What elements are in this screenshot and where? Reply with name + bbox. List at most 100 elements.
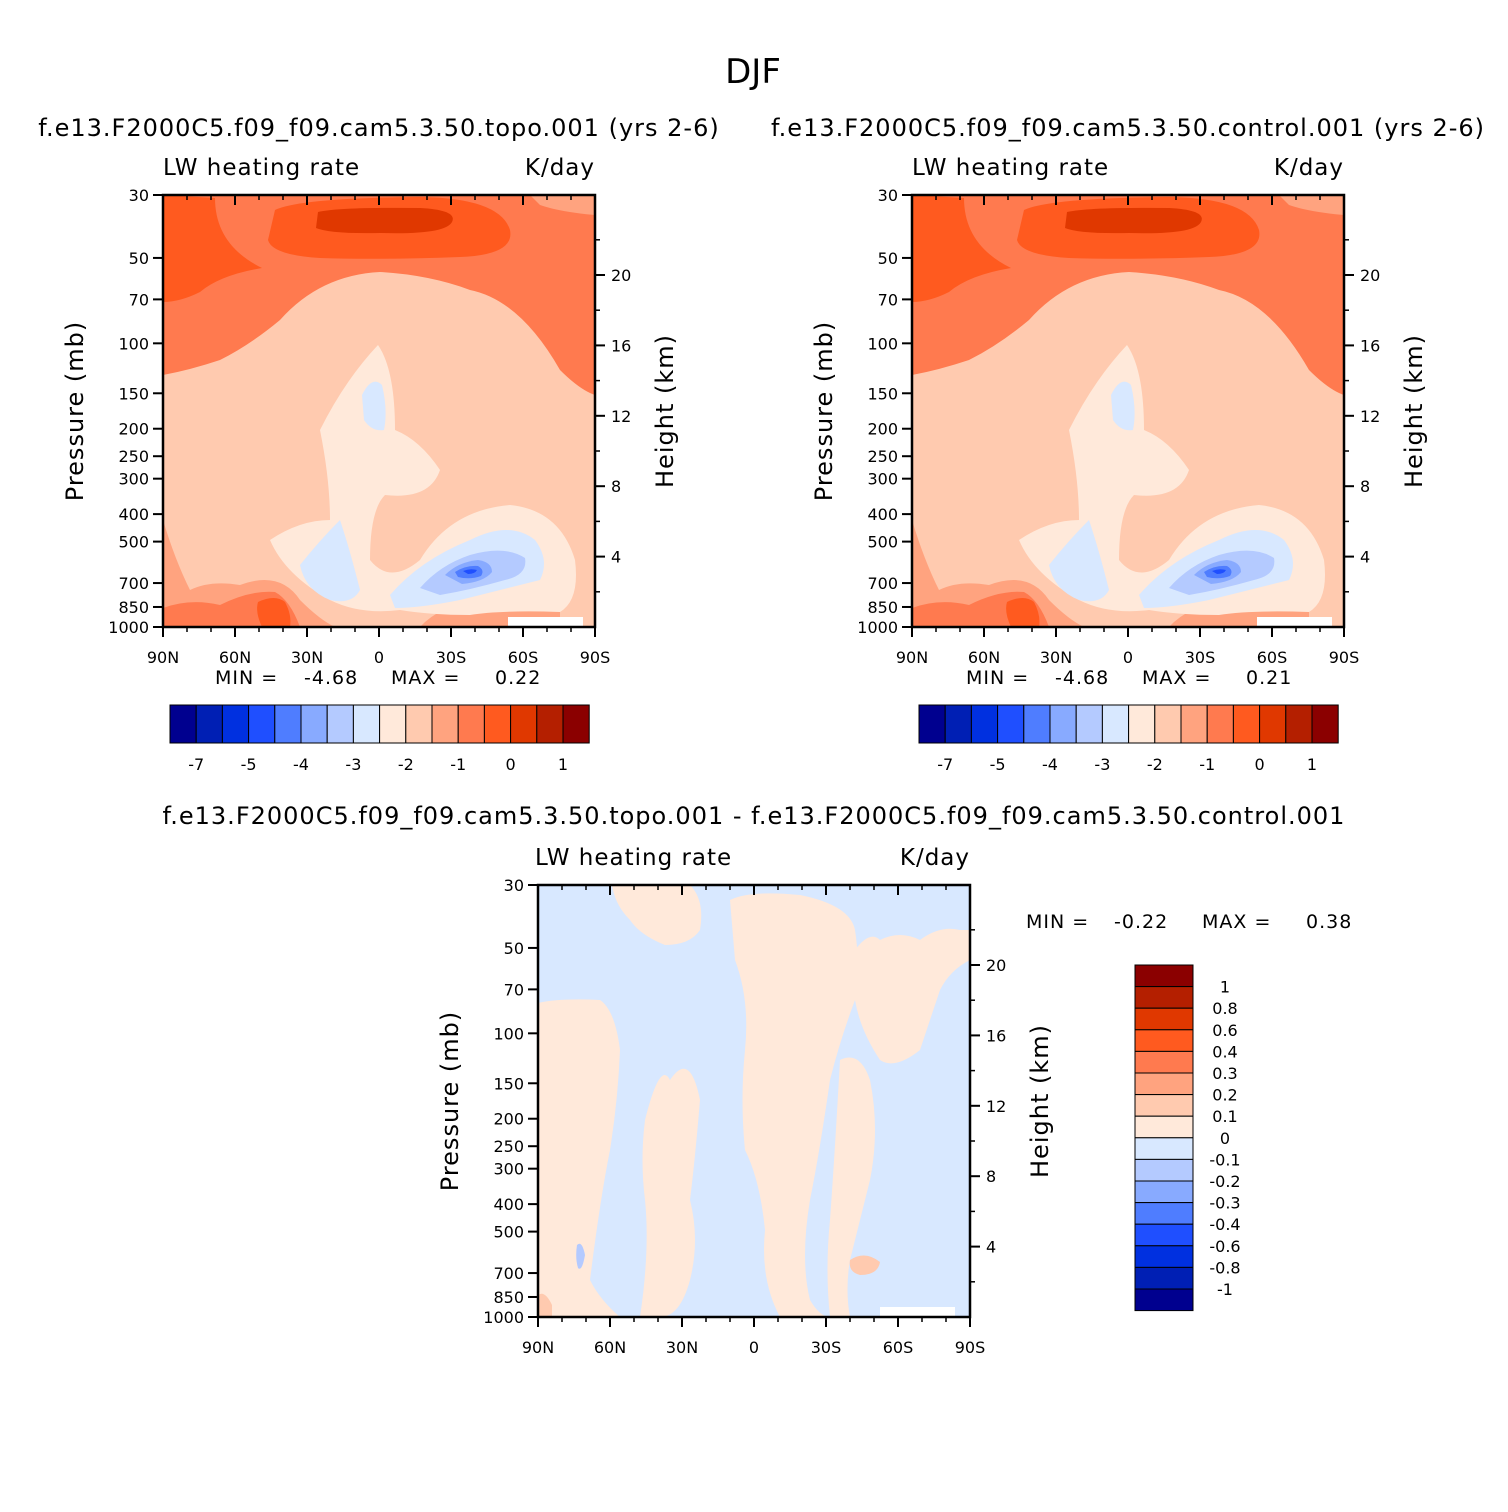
colorbar-label: -0.4	[1209, 1215, 1240, 1234]
x-tick-label: 30N	[666, 1338, 698, 1357]
x-tick-label: 90N	[522, 1338, 554, 1357]
right-string: K/day	[525, 155, 595, 181]
colorbar-label: -0.1	[1209, 1150, 1240, 1169]
colorbar-swatch	[1134, 1202, 1194, 1225]
contour-fill-weak-blue-upper	[362, 381, 386, 431]
y-tick-label: 250	[118, 447, 149, 466]
y-tick-label: 400	[867, 505, 898, 524]
stat-min-label: MIN =	[215, 667, 278, 689]
colorbar-label: -0.2	[1209, 1172, 1240, 1191]
contour-fill-positive-lower-left	[538, 1293, 552, 1317]
colorbar-swatch	[326, 704, 354, 744]
colorbar-swatch	[1134, 1180, 1194, 1204]
colorbar-label: -1	[1199, 755, 1215, 774]
colorbar-swatch	[379, 704, 407, 744]
contour-fill-jet-core	[316, 207, 453, 234]
colorbar-label: -0.8	[1209, 1258, 1240, 1277]
x-tick-label: 90S	[580, 648, 611, 667]
y-tick-label: 50	[878, 249, 898, 268]
colorbar-label: 0.1	[1212, 1107, 1237, 1126]
missing-data-patch	[508, 617, 583, 627]
y-axis-label: Pressure (mb)	[61, 321, 89, 501]
y2-tick-label: 4	[986, 1238, 996, 1257]
colorbar-swatch	[1134, 1158, 1194, 1182]
y-tick-label: 500	[493, 1223, 524, 1242]
y-tick-label: 700	[493, 1264, 524, 1283]
x-tick-label: 60N	[594, 1338, 626, 1357]
y-tick-label: 850	[493, 1288, 524, 1307]
x-tick-label: 30N	[1040, 648, 1072, 667]
colorbar-swatch	[352, 704, 381, 744]
right-string: K/day	[900, 845, 970, 871]
panel-title: f.e13.F2000C5.f09_f09.cam5.3.50.control.…	[771, 114, 1485, 142]
y-tick-label: 50	[129, 249, 149, 268]
contour-fill-weak-blue-left	[300, 520, 360, 602]
colorbar-swatch	[1134, 1266, 1194, 1290]
y-tick-label: 850	[867, 598, 898, 617]
contour-fill-weak-blue-upper	[1111, 381, 1135, 431]
colorbar-label: -2	[398, 755, 414, 774]
stat-max-label: MAX =	[1142, 667, 1211, 689]
colorbar-label: 0	[1255, 755, 1265, 774]
stat-min-value: -4.68	[304, 667, 358, 689]
stat-min-value: -0.22	[1114, 911, 1168, 933]
x-axis: 90N 60N 30N 0 30S 60S 90S	[522, 885, 985, 1357]
colorbar-swatch	[1134, 964, 1194, 988]
contour-fill-sfc-nh-core	[257, 598, 291, 627]
contour-fill-blue-core-3	[1212, 569, 1226, 574]
colorbar-swatch	[169, 704, 197, 744]
colorbar-label: 1	[558, 755, 568, 774]
y-tick-label: 150	[118, 384, 149, 403]
contour-fill-negative-blob	[576, 1243, 585, 1269]
contour-fill-positive-pocket	[849, 1255, 880, 1275]
y-tick-label: 1000	[108, 618, 149, 637]
y-tick-label: 200	[493, 1110, 524, 1129]
y-axis-label: Pressure (mb)	[436, 1011, 464, 1191]
colorbar-swatch	[944, 704, 972, 744]
colorbar-swatch	[970, 704, 999, 744]
colorbar-swatch	[1134, 1245, 1194, 1268]
y-tick-label: 100	[118, 334, 149, 353]
x-tick-label: 60S	[508, 648, 539, 667]
x-tick-label: 90N	[896, 648, 928, 667]
colorbar-swatch	[405, 704, 433, 744]
y-tick-label: 150	[493, 1074, 524, 1093]
y-tick-label: 300	[118, 470, 149, 489]
y2-axis: 20 16 12 8 4	[970, 929, 1006, 1283]
colorbar-swatch	[1101, 704, 1130, 744]
colorbar-label: 1	[1307, 755, 1317, 774]
y-tick-label: 50	[504, 939, 524, 958]
colorbar-swatch	[1134, 1050, 1194, 1074]
x-tick-label: 0	[1123, 648, 1133, 667]
x-tick-label: 60N	[219, 648, 251, 667]
colorbar-swatch	[1128, 704, 1156, 744]
x-tick-label: 90N	[147, 648, 179, 667]
colorbar-swatch	[457, 704, 485, 744]
colorbar-swatch	[1134, 1007, 1194, 1031]
colorbar: -7 -5 -4 -3 -2 -1 0 1	[918, 704, 1339, 774]
colorbar-label: -7	[188, 755, 204, 774]
colorbar-swatch	[1232, 704, 1261, 744]
colorbar-swatch	[1049, 704, 1077, 744]
y2-axis-label: Height (km)	[651, 334, 679, 488]
colorbar-label: -3	[1094, 755, 1110, 774]
colorbar-swatch	[1154, 704, 1182, 744]
panel-title: f.e13.F2000C5.f09_f09.cam5.3.50.topo.001…	[163, 802, 1346, 830]
y2-tick-label: 20	[1360, 266, 1380, 285]
x-tick-label: 0	[749, 1338, 759, 1357]
colorbar-swatch	[1134, 1094, 1194, 1117]
colorbar-swatch	[1206, 704, 1234, 744]
colorbar-label: -0.6	[1209, 1237, 1240, 1256]
y2-tick-label: 12	[1360, 407, 1380, 426]
y-tick-label: 1000	[483, 1308, 524, 1327]
colorbar-label: 0.8	[1212, 999, 1237, 1018]
y-tick-label: 500	[118, 533, 149, 552]
y-tick-label: 100	[867, 334, 898, 353]
colorbar-swatch	[248, 704, 276, 744]
colorbar-swatch	[1075, 704, 1103, 744]
y2-axis: 20 16 12 8 4	[1344, 239, 1380, 593]
y-tick-label: 400	[493, 1195, 524, 1214]
